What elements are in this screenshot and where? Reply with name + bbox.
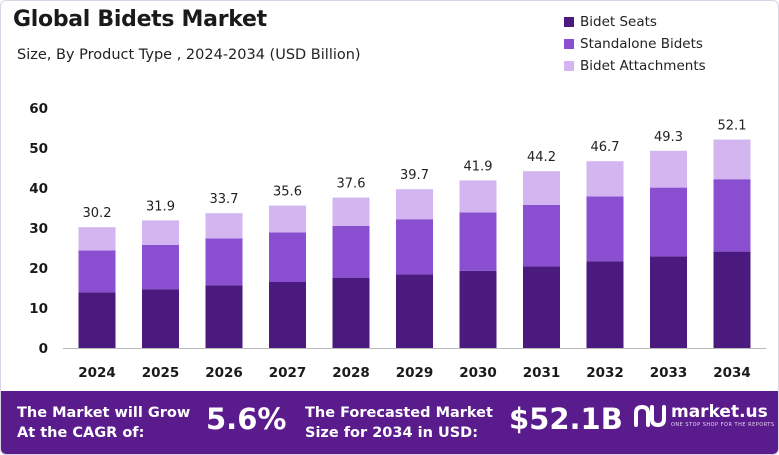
legend-swatch xyxy=(564,39,574,49)
chart-subtitle: Size, By Product Type , 2024-2034 (USD B… xyxy=(17,47,361,63)
cagr-label-line2: At the CAGR of: xyxy=(17,425,145,441)
forecast-value: $52.1B xyxy=(509,402,623,436)
forecast-label: The Forecasted Market Size for 2034 in U… xyxy=(305,403,493,443)
legend: Bidet Seats Standalone Bidets Bidet Atta… xyxy=(564,11,706,77)
x-tick-label: 2029 xyxy=(396,365,434,381)
bar-segment-bidet-attachments xyxy=(650,150,687,188)
legend-label: Bidet Seats xyxy=(580,14,657,30)
bar-segment-standalone-bidets xyxy=(650,187,687,257)
legend-swatch xyxy=(564,17,574,27)
bar-segment-standalone-bidets xyxy=(396,219,433,275)
bar-segment-standalone-bidets xyxy=(586,196,624,262)
y-tick-label: 20 xyxy=(29,261,48,277)
y-tick-label: 0 xyxy=(39,341,48,357)
legend-item-bidet-seats: Bidet Seats xyxy=(564,11,706,33)
bar-segment-bidet-seats xyxy=(332,278,370,348)
bar-segment-standalone-bidets xyxy=(523,204,560,267)
legend-swatch xyxy=(564,61,574,71)
bar-segment-bidet-seats xyxy=(78,292,116,348)
brand-logo: market.us ONE STOP SHOP FOR THE REPORTS xyxy=(633,403,775,429)
x-tick-label: 2032 xyxy=(586,365,624,381)
brand-logo-icon xyxy=(634,404,666,428)
bar-segment-bidet-attachments xyxy=(205,213,243,239)
y-tick-label: 30 xyxy=(29,221,48,237)
forecast-label-line2: Size for 2034 in USD: xyxy=(305,425,479,441)
bar-segment-bidet-seats xyxy=(269,282,306,348)
bar-total-label: 39.7 xyxy=(400,168,429,183)
bar-segment-standalone-bidets xyxy=(269,232,306,282)
bar-segment-bidet-attachments xyxy=(269,205,306,233)
bar-total-label: 44.2 xyxy=(527,150,556,165)
legend-label: Bidet Attachments xyxy=(580,58,706,74)
bar-segment-standalone-bidets xyxy=(459,212,497,271)
legend-item-standalone-bidets: Standalone Bidets xyxy=(564,33,706,55)
x-tick-label: 2028 xyxy=(332,365,370,381)
bar-segment-bidet-attachments xyxy=(523,171,560,205)
x-tick-label: 2024 xyxy=(78,365,116,381)
bar-segment-standalone-bidets xyxy=(205,238,243,286)
footer-banner: The Market will Grow At the CAGR of: 5.6… xyxy=(1,391,778,454)
x-tick-label: 2033 xyxy=(650,365,688,381)
bar-segment-bidet-attachments xyxy=(713,139,751,180)
cagr-label-line1: The Market will Grow xyxy=(17,405,191,421)
cagr-value: 5.6% xyxy=(206,402,287,436)
x-tick-label: 2030 xyxy=(459,365,497,381)
bar-segment-standalone-bidets xyxy=(713,179,751,252)
stacked-bar-chart: 010203040506030.2202431.9202533.7202635.… xyxy=(29,101,766,381)
x-tick-label: 2025 xyxy=(142,365,180,381)
brand-tagline: ONE STOP SHOP FOR THE REPORTS xyxy=(671,422,775,428)
bar-segment-standalone-bidets xyxy=(142,244,179,290)
bar-total-label: 37.6 xyxy=(337,177,366,192)
legend-label: Standalone Bidets xyxy=(580,36,703,52)
bar-segment-bidet-seats xyxy=(523,266,560,348)
chart-title: Global Bidets Market xyxy=(13,7,267,32)
x-tick-label: 2026 xyxy=(205,365,243,381)
y-tick-label: 50 xyxy=(29,141,48,157)
bar-total-label: 52.1 xyxy=(718,119,747,134)
bar-total-label: 41.9 xyxy=(464,159,493,174)
x-tick-label: 2031 xyxy=(523,365,561,381)
bar-segment-bidet-attachments xyxy=(142,220,179,245)
bar-total-label: 31.9 xyxy=(146,199,175,214)
bar-segment-bidet-seats xyxy=(459,270,497,348)
bar-segment-bidet-attachments xyxy=(396,189,433,220)
y-tick-label: 40 xyxy=(29,181,48,197)
x-tick-label: 2034 xyxy=(713,365,751,381)
bar-total-label: 33.7 xyxy=(210,192,239,207)
bar-segment-bidet-seats xyxy=(142,289,179,348)
bar-segment-standalone-bidets xyxy=(332,226,370,278)
y-tick-label: 10 xyxy=(29,301,48,317)
bar-segment-bidet-attachments xyxy=(332,197,370,226)
bar-segment-bidet-attachments xyxy=(78,227,116,251)
bar-total-label: 49.3 xyxy=(654,130,683,145)
bar-segment-bidet-seats xyxy=(396,274,433,348)
bar-segment-bidet-seats xyxy=(650,256,687,348)
y-tick-label: 60 xyxy=(29,101,48,117)
bar-total-label: 46.7 xyxy=(591,140,620,155)
bar-segment-bidet-seats xyxy=(713,251,751,348)
bar-segment-bidet-attachments xyxy=(586,161,624,197)
bar-total-label: 35.6 xyxy=(273,185,302,200)
brand-name: market.us xyxy=(671,402,768,422)
bar-segment-bidet-attachments xyxy=(459,180,497,213)
forecast-label-line1: The Forecasted Market xyxy=(305,405,493,421)
bar-segment-bidet-seats xyxy=(586,261,624,348)
bar-segment-bidet-seats xyxy=(205,285,243,348)
x-tick-label: 2027 xyxy=(269,365,307,381)
bar-segment-standalone-bidets xyxy=(78,250,116,293)
cagr-label: The Market will Grow At the CAGR of: xyxy=(17,403,190,443)
bar-total-label: 30.2 xyxy=(83,206,112,221)
legend-item-bidet-attachments: Bidet Attachments xyxy=(564,55,706,77)
